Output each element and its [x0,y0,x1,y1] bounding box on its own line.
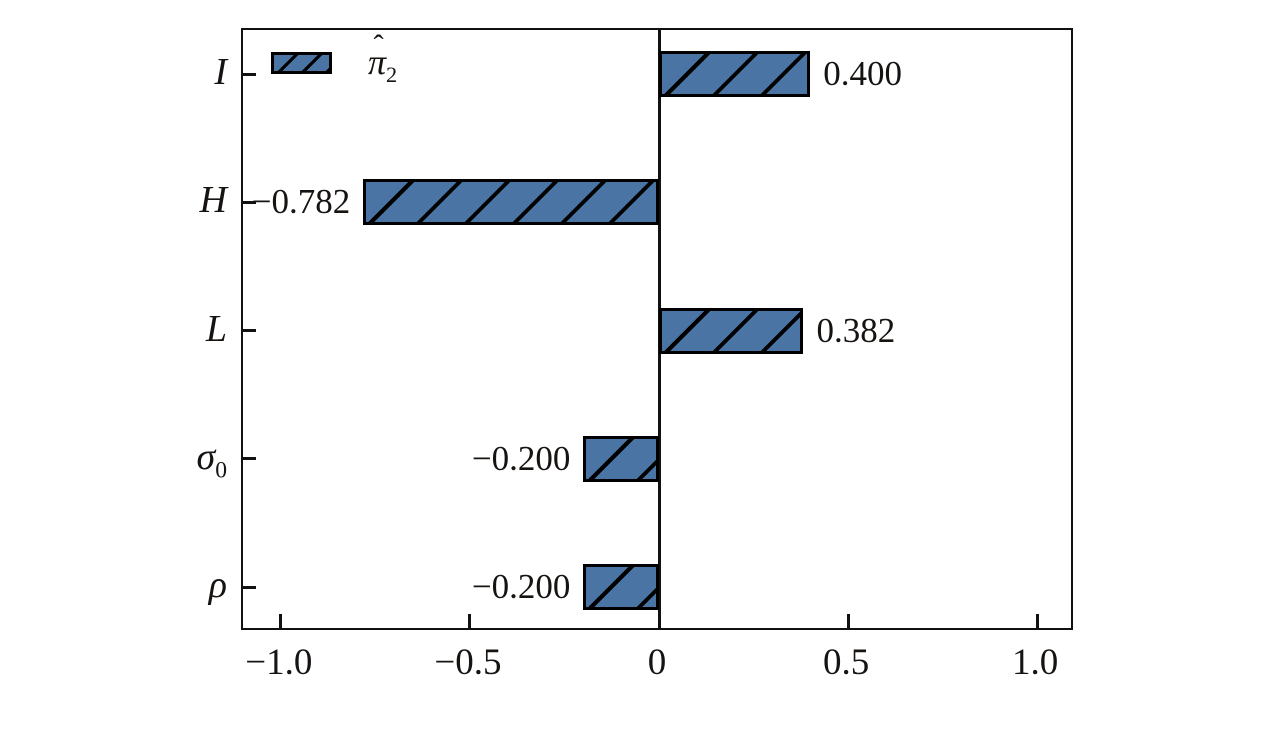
x-tick-label-−1.0: −1.0 [245,642,313,683]
x-tick-label-0: 0 [647,642,667,683]
category-label-σ0: σ0 [196,435,227,484]
bar-ρ [583,564,659,610]
bar-H [363,179,659,226]
bar-I [659,51,811,97]
x-tick-1.0 [1035,614,1039,628]
legend: ˆ π2 [271,26,571,86]
plot-area: 0.400 −0.782 0.382 −0.200 −0.200 [241,28,1073,630]
legend-swatch-hatched-bar [271,52,332,74]
x-tick-0.5 [846,614,850,628]
y-tick-H [243,200,256,204]
category-label-I: I [214,51,227,93]
y-tick-ρ [243,585,256,589]
x-tick-0 [657,614,661,628]
category-label-L: L [205,307,227,350]
value-label-σ0: −0.200 [471,438,571,478]
y-tick-I [243,72,256,76]
value-label-ρ: −0.200 [471,567,571,606]
hat-accent: ˆ [373,29,384,64]
bar-L [659,307,804,354]
x-tick-label-1.0: 1.0 [1012,642,1059,683]
x-tick-−1.0 [279,614,283,628]
value-label-H: −0.782 [251,182,351,222]
x-tick-−0.5 [468,614,472,628]
value-label-I: 0.400 [823,54,903,93]
category-label-H: H [199,179,227,222]
value-label-L: 0.382 [816,310,896,350]
bar-σ0 [583,435,659,482]
y-tick-σ0 [243,457,256,461]
x-tick-label-−0.5: −0.5 [434,642,502,683]
category-label-ρ: ρ [208,564,227,606]
legend-symbol-subscript: 2 [386,62,398,88]
y-tick-L [243,329,256,332]
x-tick-label-0.5: 0.5 [822,642,870,683]
legend-label: ˆ π2 [368,29,398,88]
